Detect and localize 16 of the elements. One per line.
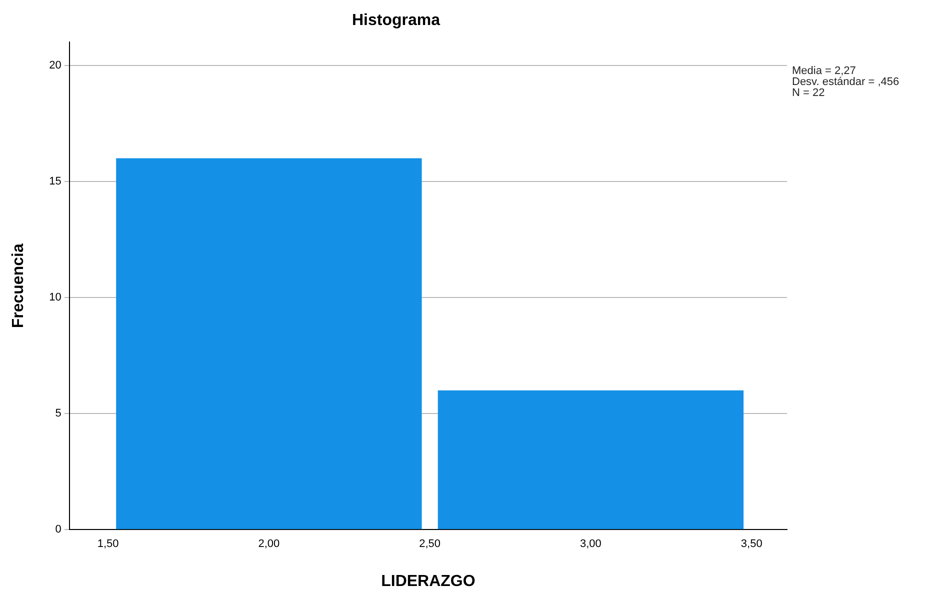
x-tick-label: 2,50 <box>419 538 441 550</box>
y-tick-label: 10 <box>49 292 62 304</box>
y-axis-title: Frecuencia <box>10 244 28 328</box>
text: Media = 2,27 <box>792 65 856 77</box>
x-tick-label: 1,50 <box>97 538 119 550</box>
text: Desv. estándar = ,456 <box>792 76 900 88</box>
x-tick-label: 2,00 <box>258 538 280 550</box>
chart-title: Histograma <box>352 12 440 30</box>
text: N = 22 <box>792 87 826 99</box>
y-tick-label: 15 <box>49 175 62 188</box>
y-tick-label: 0 <box>55 524 62 536</box>
y-tick-label: 20 <box>49 59 62 72</box>
x-axis-title: LIDERAZGO <box>381 572 476 590</box>
x-tick-label: 3,50 <box>740 538 762 550</box>
y-tick-label: 5 <box>55 408 62 420</box>
x-tick-label: 3,00 <box>580 538 602 550</box>
